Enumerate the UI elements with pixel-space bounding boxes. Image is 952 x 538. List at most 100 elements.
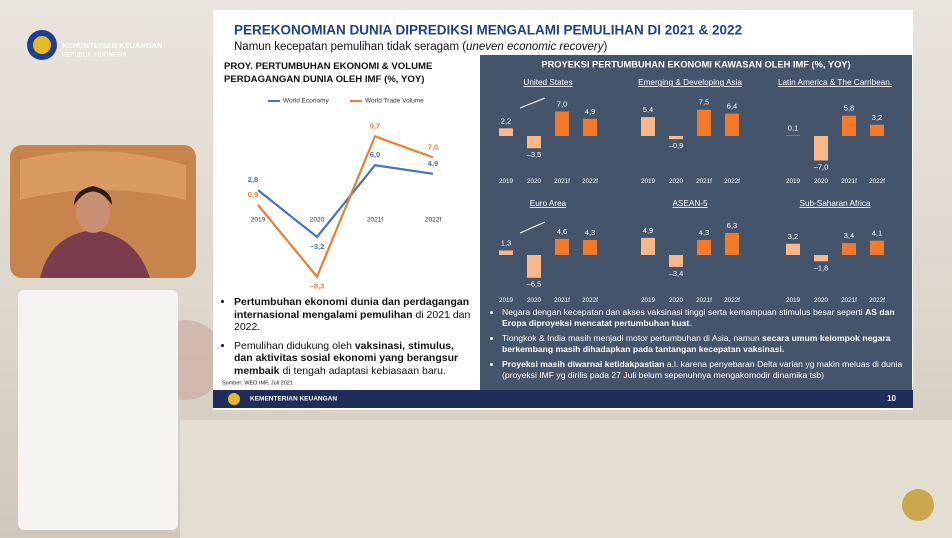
data-label: –6,5 (527, 280, 542, 289)
right-panel (480, 55, 912, 390)
data-label: 0,9 (248, 190, 258, 199)
bar (870, 240, 884, 255)
x-tick-label: 2022f (724, 297, 740, 304)
x-tick-label: 2019 (251, 217, 266, 224)
bar (555, 111, 569, 136)
bar (870, 124, 884, 136)
data-label: 1,3 (501, 238, 511, 247)
x-tick-label: 2020 (669, 178, 684, 185)
bar (814, 255, 828, 262)
data-label: –8,3 (310, 282, 325, 291)
legend-label: World Trade Volume (365, 98, 424, 105)
data-label: 3,4 (844, 231, 854, 240)
data-label: 5,4 (643, 105, 653, 114)
bar (641, 237, 655, 255)
bar (697, 239, 711, 255)
left-bullets: Pertumbuhan ekonomi dunia dan perdaganga… (220, 296, 472, 383)
x-tick-label: 2019 (499, 297, 514, 304)
left-title-part: PROY. PERTUMBUHAN EKONOMI & VOLUME (224, 61, 433, 72)
bar (725, 232, 739, 255)
bullet-text: AS dan Eropa diproyeksi mencatat pertumb… (502, 307, 895, 328)
bullet: Pertumbuhan ekonomi dunia dan perdaganga… (234, 296, 472, 334)
brand-sub: REPUBLIK INDONESIA (62, 53, 126, 59)
bar (842, 243, 856, 255)
bullet-text: Negara dengan kecepatan dan akses vaksin… (502, 307, 866, 317)
panel-title: Emerging & Developing Asia (638, 78, 742, 87)
data-label: 2,8 (248, 175, 258, 184)
bar (527, 255, 541, 278)
floor (180, 420, 952, 538)
bar (499, 128, 513, 136)
x-tick-label: 2021f (841, 178, 857, 185)
data-label: 4,3 (585, 228, 595, 237)
x-tick-label: 2019 (786, 297, 801, 304)
data-label: 3,2 (788, 232, 798, 241)
bullet: Tiongkok & India masih menjadi motor per… (502, 333, 903, 355)
left-title-1: PROY. PERTUMBUHAN EKONOMI & VOLUME (224, 61, 433, 72)
video-feed (10, 145, 196, 278)
x-tick-label: 2021f (841, 297, 857, 304)
data-label: 6,4 (727, 102, 737, 111)
data-label: –3,2 (310, 242, 325, 251)
bar (669, 255, 683, 267)
bullet-text: a.l. karena penyebaran Delta varian yg m… (502, 359, 903, 380)
x-tick-label: 2020 (310, 217, 325, 224)
x-tick-label: 2019 (641, 297, 656, 304)
brand-name: KEMENTERIAN KEUANGAN (62, 41, 162, 50)
bullet: Negara dengan kecepatan dan akses vaksin… (502, 307, 903, 329)
data-label: 4,9 (585, 107, 595, 116)
x-tick-label: 2019 (641, 178, 656, 185)
bullet: Proyeksi masih diwarnai ketidakpastian a… (502, 359, 903, 381)
highlight-arrows (519, 97, 546, 234)
bar (697, 109, 711, 136)
bar (725, 113, 739, 136)
x-tick-label: 2020 (527, 178, 542, 185)
data-label: 7,0 (557, 99, 567, 108)
data-label: –3,5 (527, 150, 542, 159)
data-label: 9,7 (370, 121, 380, 130)
data-label: –7,0 (814, 162, 829, 171)
x-tick-label: 2021f (554, 178, 570, 185)
bar (527, 136, 541, 149)
bullet-text: di tengah adaptasi kebiasaan baru. (279, 364, 446, 377)
data-label: 6,3 (727, 221, 737, 230)
bar (583, 118, 597, 136)
bullet-text: vaksinasi, stimulus, dan aktivitas sosia… (234, 339, 459, 377)
slide-subtitle: Namun kecepatan pemulihan tidak seragam … (234, 41, 607, 53)
panel-title: Euro Area (530, 199, 567, 208)
bar (669, 136, 683, 140)
bullet-text: Proyeksi masih diwarnai ketidakpastian (502, 359, 665, 369)
bar (814, 136, 828, 161)
bar (583, 239, 597, 255)
data-label: 7,0 (428, 142, 438, 151)
bullet-text: di 2021 dan 2022. (234, 308, 471, 334)
data-label: 2,2 (501, 116, 511, 125)
data-label: 4,3 (699, 228, 709, 237)
bullet-text: Pemulihan didukung oleh (234, 339, 355, 352)
data-label: 4,9 (643, 226, 653, 235)
footer-logo (228, 393, 240, 405)
data-label: 7,5 (699, 98, 709, 107)
x-tick-label: 2021f (367, 217, 383, 224)
bar (641, 117, 655, 136)
panel-title: Latin America & The Carribean. (778, 78, 892, 87)
x-tick-label: 2021f (696, 178, 712, 185)
footer-bar (213, 390, 913, 408)
data-label: 5,8 (844, 104, 854, 113)
bar (786, 243, 800, 255)
x-tick-label: 2022f (724, 178, 740, 185)
x-tick-label: 2019 (499, 178, 514, 185)
right-bullets: Negara dengan kecepatan dan akses vaksin… (488, 307, 903, 385)
subtitle-part: Namun kecepatan pemulihan tidak seragam … (234, 41, 466, 53)
data-label: –1,8 (814, 263, 829, 272)
data-label: 3,2 (872, 113, 882, 122)
data-label: 4,1 (872, 229, 882, 238)
corner-logo (902, 489, 934, 521)
brand-logo (27, 30, 57, 60)
data-label: 6,0 (370, 150, 380, 159)
bullet: Pemulihan didukung oleh vaksinasi, stimu… (234, 340, 472, 378)
bar (842, 115, 856, 136)
data-label: 4,6 (557, 227, 567, 236)
